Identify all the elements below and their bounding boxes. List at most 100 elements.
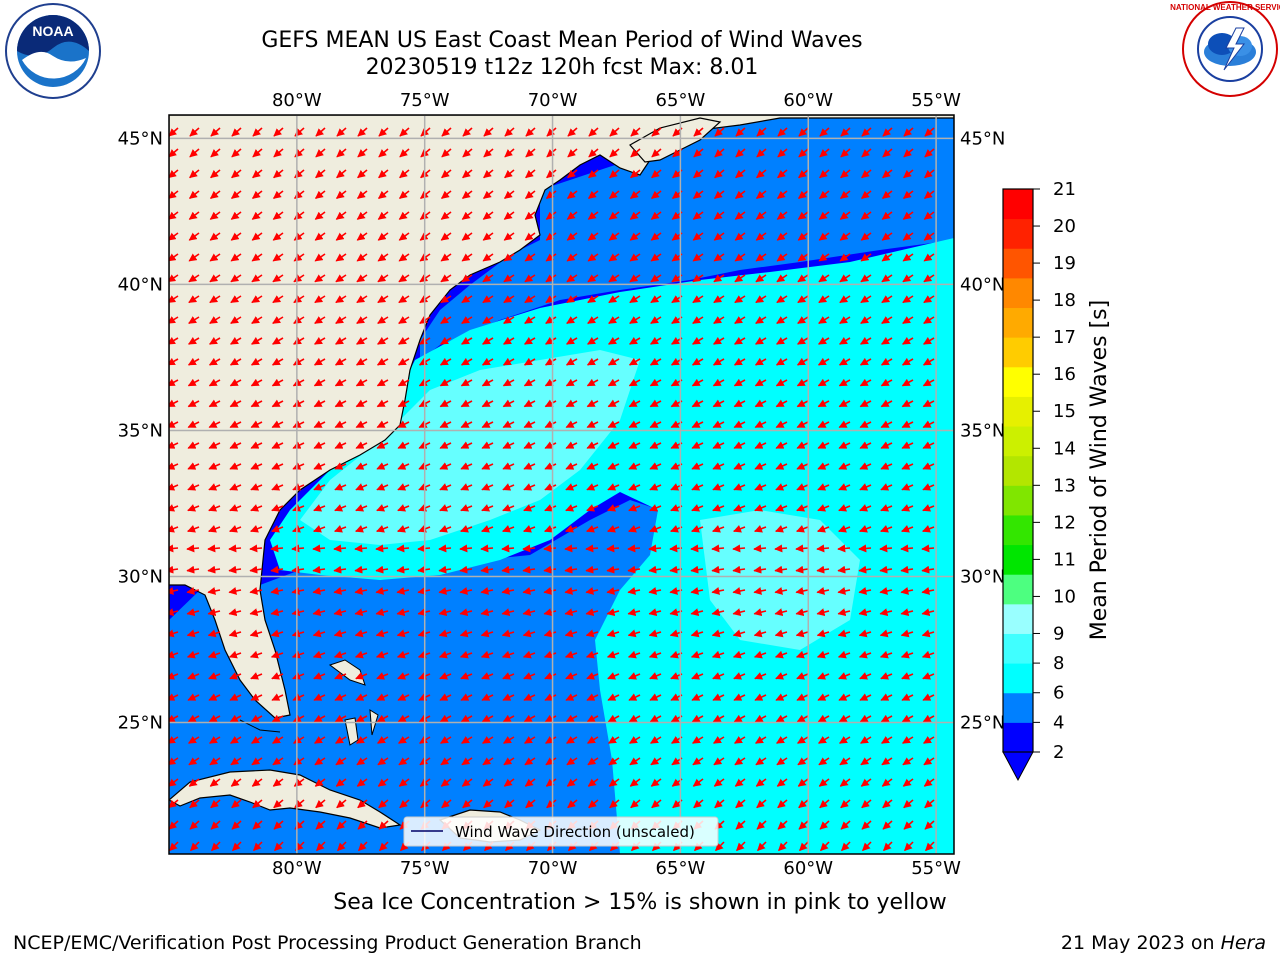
wave-direction-arrow [648, 586, 662, 595]
wave-direction-arrow [566, 190, 578, 200]
wave-direction-arrow [397, 420, 410, 429]
wave-direction-arrow [169, 211, 179, 220]
wave-direction-arrow [921, 650, 935, 659]
wave-direction-arrow [691, 714, 704, 723]
wave-direction-arrow [270, 629, 284, 638]
wave-direction-arrow [544, 378, 557, 387]
wave-direction-arrow [609, 127, 620, 137]
wave-direction-arrow [818, 232, 830, 241]
wave-direction-arrow [524, 253, 536, 262]
wave-direction-arrow [795, 629, 809, 638]
wave-direction-arrow [482, 274, 494, 283]
wave-direction-arrow [775, 399, 788, 408]
wave-direction-arrow [795, 586, 809, 595]
wave-direction-arrow [439, 504, 452, 512]
wave-direction-arrow [629, 295, 641, 304]
wave-direction-arrow [861, 148, 872, 158]
wave-direction-arrow [565, 399, 578, 408]
wave-direction-arrow [755, 211, 767, 220]
wave-direction-arrow [923, 336, 935, 345]
wave-direction-arrow [775, 524, 788, 533]
wave-direction-arrow [440, 253, 452, 262]
wave-direction-arrow [585, 608, 599, 617]
wave-direction-arrow [439, 483, 452, 491]
nws-logo-text: NATIONAL WEATHER SERVICE [1170, 3, 1280, 12]
wave-direction-arrow [208, 399, 221, 408]
wave-direction-arrow [586, 483, 599, 491]
wave-direction-arrow [396, 544, 410, 553]
wave-direction-arrow [734, 232, 746, 241]
wave-direction-arrow [502, 483, 515, 491]
wave-direction-arrow [334, 378, 347, 387]
wave-direction-arrow [649, 462, 662, 470]
wave-direction-arrow [376, 378, 389, 387]
wave-direction-arrow [523, 441, 536, 449]
wave-direction-arrow [544, 504, 557, 512]
wave-direction-arrow [545, 336, 557, 345]
wave-direction-arrow [838, 672, 851, 680]
wave-direction-arrow [629, 211, 641, 220]
wave-direction-arrow [397, 357, 410, 366]
wave-direction-arrow [503, 274, 515, 283]
wave-direction-arrow [627, 629, 641, 638]
wave-direction-arrow [187, 714, 200, 723]
wave-direction-arrow [399, 169, 410, 179]
wave-direction-arrow [837, 544, 851, 553]
wave-direction-arrow [692, 336, 704, 345]
wave-direction-arrow [859, 420, 872, 429]
wave-direction-arrow [397, 524, 410, 533]
wave-direction-arrow [861, 169, 872, 179]
wave-direction-arrow [753, 565, 767, 574]
wave-direction-arrow [838, 504, 851, 512]
wave-direction-arrow [210, 148, 221, 158]
wave-direction-arrow [482, 190, 494, 200]
wave-direction-arrow [187, 483, 200, 491]
wave-direction-arrow [210, 169, 221, 179]
colorbar-extend-triangle [1002, 751, 1034, 782]
wave-direction-arrow [440, 295, 452, 304]
wave-direction-arrow [650, 253, 662, 262]
wave-direction-arrow [501, 544, 515, 553]
colorbar-cell [1003, 337, 1033, 368]
wave-direction-arrow [627, 565, 641, 574]
wave-direction-arrow [270, 544, 284, 553]
wave-direction-arrow [292, 462, 305, 470]
wave-direction-arrow [838, 399, 851, 408]
wave-direction-arrow [754, 399, 767, 408]
wave-direction-arrow [208, 504, 221, 512]
wave-direction-arrow [356, 232, 368, 241]
wave-direction-arrow [733, 357, 746, 366]
colorbar-cell [1003, 277, 1033, 309]
wave-direction-arrow [186, 608, 200, 617]
wave-direction-arrow [480, 565, 494, 574]
wave-direction-arrow [270, 650, 284, 659]
wave-direction-arrow [249, 544, 263, 553]
wave-direction-arrow [608, 211, 620, 220]
colorbar-cell [1003, 366, 1033, 397]
wave-direction-arrow [608, 274, 620, 283]
wave-direction-arrow [650, 274, 662, 283]
wave-direction-arrow [291, 586, 305, 595]
wave-direction-arrow [588, 148, 599, 158]
wave-direction-arrow [775, 420, 788, 429]
wave-direction-arrow [880, 420, 893, 429]
wave-direction-arrow [754, 483, 767, 491]
colorbar-cell [1003, 455, 1033, 486]
wave-direction-arrow [628, 399, 641, 408]
wave-direction-arrow [396, 650, 410, 659]
wave-direction-arrow [879, 544, 893, 553]
wave-direction-arrow [754, 672, 767, 680]
wave-direction-arrow [461, 274, 473, 283]
colorbar-cell [1003, 692, 1033, 723]
lat-tick-label: 25°N [118, 713, 163, 734]
wave-direction-arrow [606, 565, 620, 574]
colorbar-cell [1003, 633, 1033, 664]
wave-direction-arrow [628, 504, 641, 512]
wave-direction-arrow [564, 565, 578, 574]
wave-direction-arrow [438, 608, 452, 617]
wave-direction-arrow [481, 378, 494, 387]
wave-direction-arrow [439, 462, 452, 470]
wave-direction-arrow [924, 169, 935, 179]
wave-direction-arrow [439, 672, 452, 680]
wave-direction-arrow [585, 629, 599, 638]
